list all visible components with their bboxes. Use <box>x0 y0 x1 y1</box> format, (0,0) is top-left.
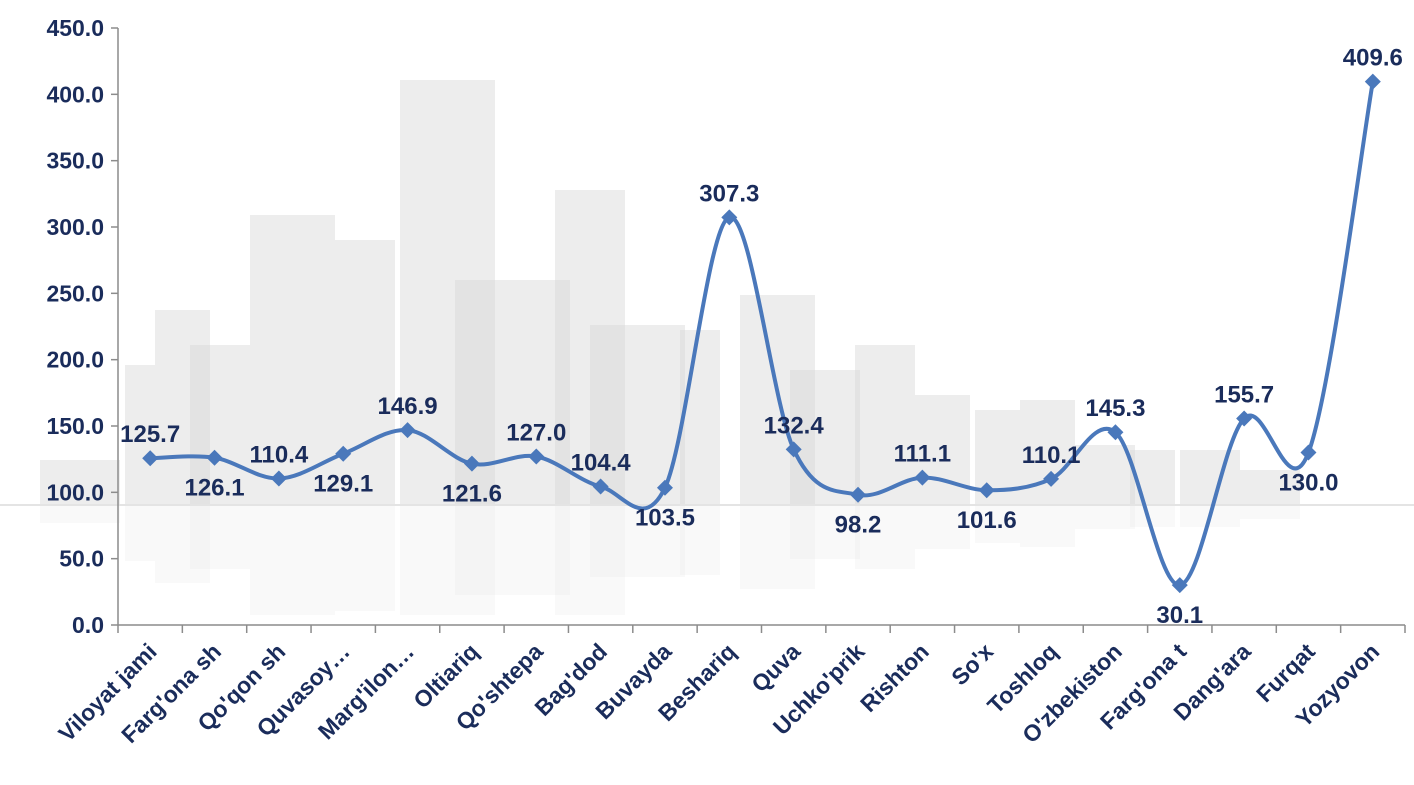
city-skyline-background <box>0 80 1414 615</box>
data-label: 129.1 <box>313 471 373 498</box>
skyline-building <box>40 460 120 505</box>
data-point-marker <box>1364 73 1381 90</box>
skyline-reflection <box>190 505 250 569</box>
skyline-reflection <box>125 505 155 561</box>
skyline-reflection <box>680 505 720 575</box>
data-label: 103.5 <box>635 505 695 532</box>
data-label: 125.7 <box>120 421 180 448</box>
data-point-marker <box>528 448 545 465</box>
skyline-building <box>1240 470 1300 505</box>
series-markers <box>142 73 1381 594</box>
data-label: 126.1 <box>184 475 244 502</box>
skyline-building <box>680 330 720 505</box>
y-tick-label: 350.0 <box>46 148 104 174</box>
data-point-marker <box>1236 410 1253 427</box>
skyline-reflection <box>1240 505 1300 519</box>
skyline-reflection <box>915 505 970 549</box>
data-point-marker <box>1107 424 1124 441</box>
data-point-marker <box>978 482 995 499</box>
data-point-marker <box>721 209 738 226</box>
data-point-marker <box>656 479 673 496</box>
data-point-marker <box>270 470 287 487</box>
data-point-marker <box>785 441 802 458</box>
data-label: 111.1 <box>894 441 951 468</box>
skyline-reflection <box>250 505 335 615</box>
skyline-reflection <box>740 505 815 589</box>
skyline-reflection <box>855 505 915 569</box>
skyline-reflection <box>400 505 495 615</box>
y-tick-label: 150.0 <box>46 413 104 439</box>
skyline-reflection <box>1020 505 1075 547</box>
data-point-marker <box>1300 444 1317 461</box>
skyline-building <box>1180 450 1240 505</box>
y-tick-label: 450.0 <box>46 15 104 41</box>
data-label: 155.7 <box>1214 381 1274 408</box>
skyline-building <box>125 365 155 505</box>
data-label: 101.6 <box>957 507 1017 534</box>
skyline-building <box>190 345 250 505</box>
y-tick-label: 400.0 <box>46 81 104 107</box>
data-label: 110.4 <box>250 442 309 469</box>
data-point-marker <box>914 469 931 486</box>
chart-axes <box>111 27 1406 633</box>
data-point-marker <box>335 445 352 462</box>
data-label: 110.1 <box>1022 442 1081 469</box>
data-label: 127.0 <box>506 420 566 447</box>
y-tick-label: 200.0 <box>46 347 104 373</box>
y-axis-tick-labels: 0.0 50.0 100.0 150.0 200.0 250.0 300.0 350.0 400… <box>46 15 104 638</box>
skyline-reflection <box>1130 505 1175 527</box>
x-tick-label: Quva <box>746 638 805 697</box>
data-point-marker <box>1043 470 1060 487</box>
data-label: 121.6 <box>442 481 502 508</box>
skyline-reflection <box>975 505 1020 543</box>
data-point-marker <box>206 449 223 466</box>
data-point-marker <box>1171 577 1188 594</box>
skyline-reflection <box>455 505 570 595</box>
skyline-building <box>555 190 625 505</box>
data-label: 104.4 <box>571 449 632 476</box>
y-tick-label: 100.0 <box>46 479 104 505</box>
data-label: 409.6 <box>1343 45 1403 72</box>
data-point-marker <box>142 450 159 467</box>
y-tick-label: 300.0 <box>46 214 104 240</box>
skyline-building <box>855 345 915 505</box>
y-tick-label: 250.0 <box>46 280 104 306</box>
data-point-marker <box>463 455 480 472</box>
skyline-building <box>250 215 335 505</box>
skyline-reflection <box>790 505 860 559</box>
skyline-building <box>790 370 860 505</box>
data-point-marker <box>592 478 609 495</box>
skyline-reflection <box>40 505 120 523</box>
skyline-reflection <box>555 505 625 615</box>
data-point-marker <box>399 422 416 439</box>
y-tick-label: 0.0 <box>72 612 104 638</box>
data-label: 98.2 <box>835 512 882 539</box>
data-label: 145.3 <box>1085 395 1145 422</box>
data-point-marker <box>850 486 867 503</box>
x-tick-label: So'x <box>946 638 998 690</box>
data-label: 307.3 <box>699 180 759 207</box>
data-label: 130.0 <box>1278 470 1338 497</box>
skyline-reflection <box>1075 505 1135 529</box>
data-label: 146.9 <box>378 393 438 420</box>
skyline-building <box>155 310 210 505</box>
data-label: 30.1 <box>1156 602 1203 629</box>
y-tick-label: 50.0 <box>59 546 104 572</box>
skyline-building <box>1075 445 1135 505</box>
skyline-reflection <box>335 505 395 611</box>
x-tick-label: Rishton <box>855 638 934 717</box>
skyline-building <box>400 80 495 505</box>
skyline-reflection <box>155 505 210 583</box>
skyline-reflection <box>590 505 685 577</box>
skyline-building <box>335 240 395 505</box>
data-label: 132.4 <box>764 412 825 439</box>
